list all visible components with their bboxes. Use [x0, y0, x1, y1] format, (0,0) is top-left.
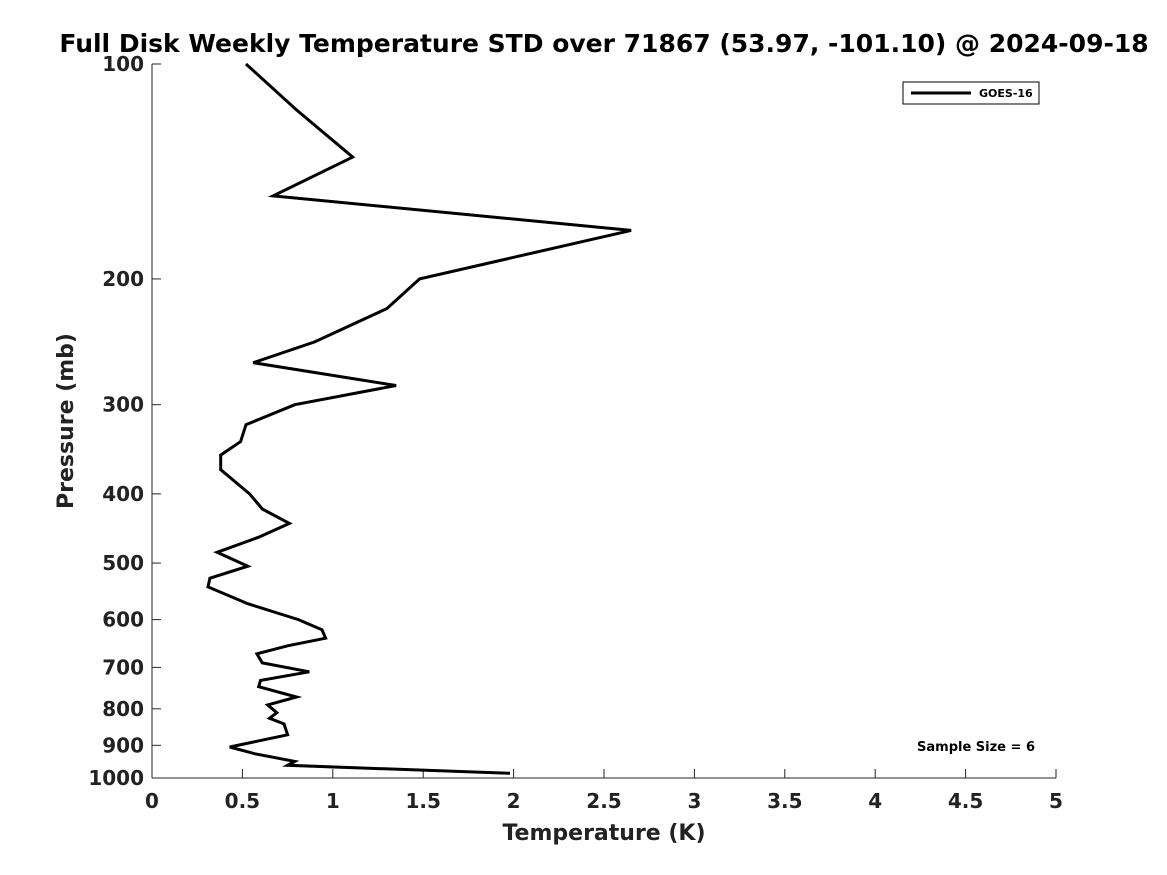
x-tick-label: 2	[507, 789, 521, 813]
x-tick-label: 3	[687, 789, 701, 813]
x-tick-label: 3.5	[767, 789, 802, 813]
x-tick-label: 5	[1049, 789, 1063, 813]
y-tick-label: 700	[102, 655, 144, 679]
x-tick-label: 4	[868, 789, 882, 813]
x-tick-label: 4.5	[948, 789, 983, 813]
x-tick-label: 0.5	[225, 789, 260, 813]
y-tick-label: 400	[102, 482, 144, 506]
y-tick-label: 800	[102, 697, 144, 721]
y-tick-label: 300	[102, 393, 144, 417]
y-tick-label: 1000	[88, 766, 144, 790]
y-axis-title: Pressure (mb)	[54, 333, 79, 509]
x-tick-label: 0	[145, 789, 159, 813]
y-axis-ticks: 100 200 300 400 500 600 700 800 900 1000	[88, 52, 161, 790]
y-tick-label: 600	[102, 608, 144, 632]
y-tick-label: 900	[102, 733, 144, 757]
x-axis-title: Temperature (K)	[502, 821, 705, 846]
x-tick-label: 1	[326, 789, 340, 813]
x-tick-label: 1.5	[405, 789, 440, 813]
y-tick-label: 100	[102, 52, 144, 76]
y-tick-label: 200	[102, 267, 144, 291]
series-layer	[206, 62, 632, 775]
legend: GOES-16	[902, 81, 1040, 105]
x-tick-label: 2.5	[586, 789, 621, 813]
series-line-goes-16	[206, 62, 632, 775]
legend-label-goes-16: GOES-16	[979, 87, 1033, 100]
sample-size-annotation: Sample Size = 6	[917, 740, 1035, 755]
x-axis-ticks: 0 0.5 1 1.5 2 2.5 3 3.5 4 4.5 5	[145, 769, 1063, 813]
plot-area	[151, 64, 1056, 779]
chart-title: Full Disk Weekly Temperature STD over 71…	[59, 29, 1148, 58]
y-tick-label: 500	[102, 551, 144, 575]
